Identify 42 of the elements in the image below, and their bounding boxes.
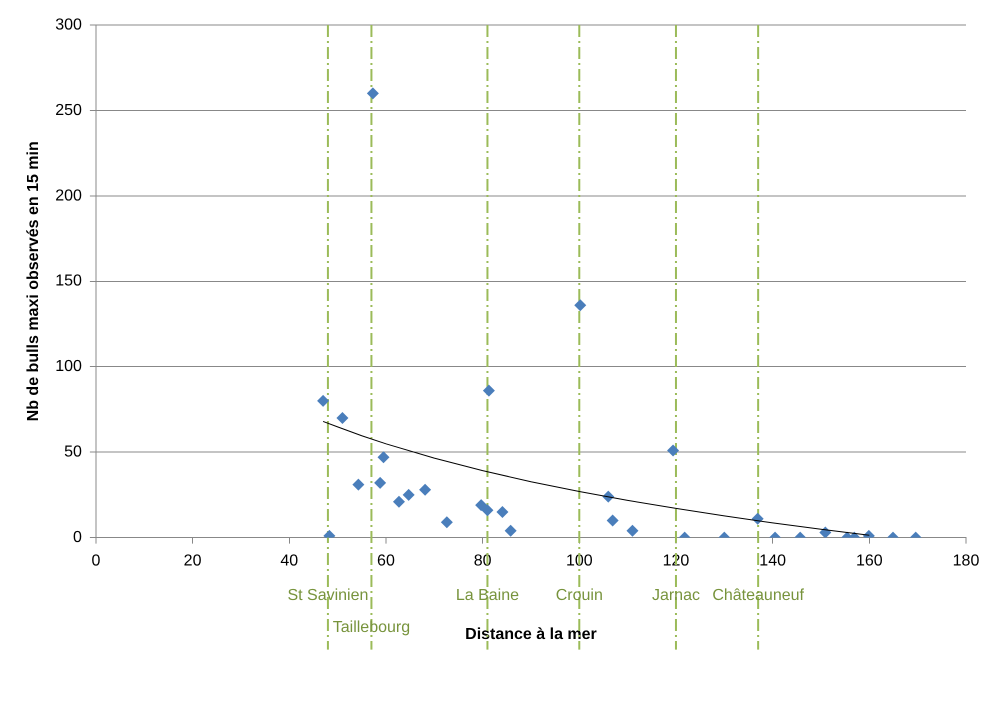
x-tick-label: 160 <box>856 552 883 570</box>
point <box>626 524 638 537</box>
y-tick-label: 250 <box>55 102 82 119</box>
x-tick-label: 140 <box>759 552 786 570</box>
y-tick-label: 200 <box>55 187 82 204</box>
point <box>574 299 586 312</box>
y-axis-title: Nb de bulls maxi observés en 15 min <box>25 141 42 422</box>
ref-line-label: Jarnac <box>652 587 700 604</box>
y-tick-label: 100 <box>55 358 82 376</box>
ref-line-label: Taillebourg <box>332 619 410 636</box>
x-tick-label: 0 <box>91 552 100 570</box>
point <box>374 476 386 489</box>
point <box>475 499 488 512</box>
x-axis-title: Distance à la mer <box>465 626 597 643</box>
point <box>366 87 379 100</box>
point <box>352 478 364 491</box>
ref-line-label: Crouin <box>556 587 603 604</box>
point <box>482 384 495 397</box>
x-tick-label: 40 <box>280 552 298 570</box>
point <box>481 504 494 516</box>
point <box>392 496 405 508</box>
point <box>496 506 508 518</box>
ref-line-label: St Savinien <box>287 587 368 604</box>
y-tick-label: 300 <box>55 16 82 34</box>
point <box>317 394 330 407</box>
ref-line-label: Châteauneuf <box>712 587 805 604</box>
point <box>504 524 517 537</box>
point <box>378 451 390 464</box>
point <box>606 514 619 527</box>
point <box>667 444 680 456</box>
x-tick-label: 60 <box>377 552 395 570</box>
point <box>819 526 832 538</box>
ref-line-label: La Baine <box>456 587 520 604</box>
x-tick-label: 180 <box>952 552 980 570</box>
point <box>419 484 432 496</box>
y-tick-label: 150 <box>55 272 82 290</box>
x-tick-label: 20 <box>184 552 202 570</box>
y-tick-label: 50 <box>64 444 82 461</box>
point <box>440 516 453 528</box>
point <box>402 488 415 501</box>
point <box>336 412 348 424</box>
y-tick-label: 0 <box>72 529 82 546</box>
